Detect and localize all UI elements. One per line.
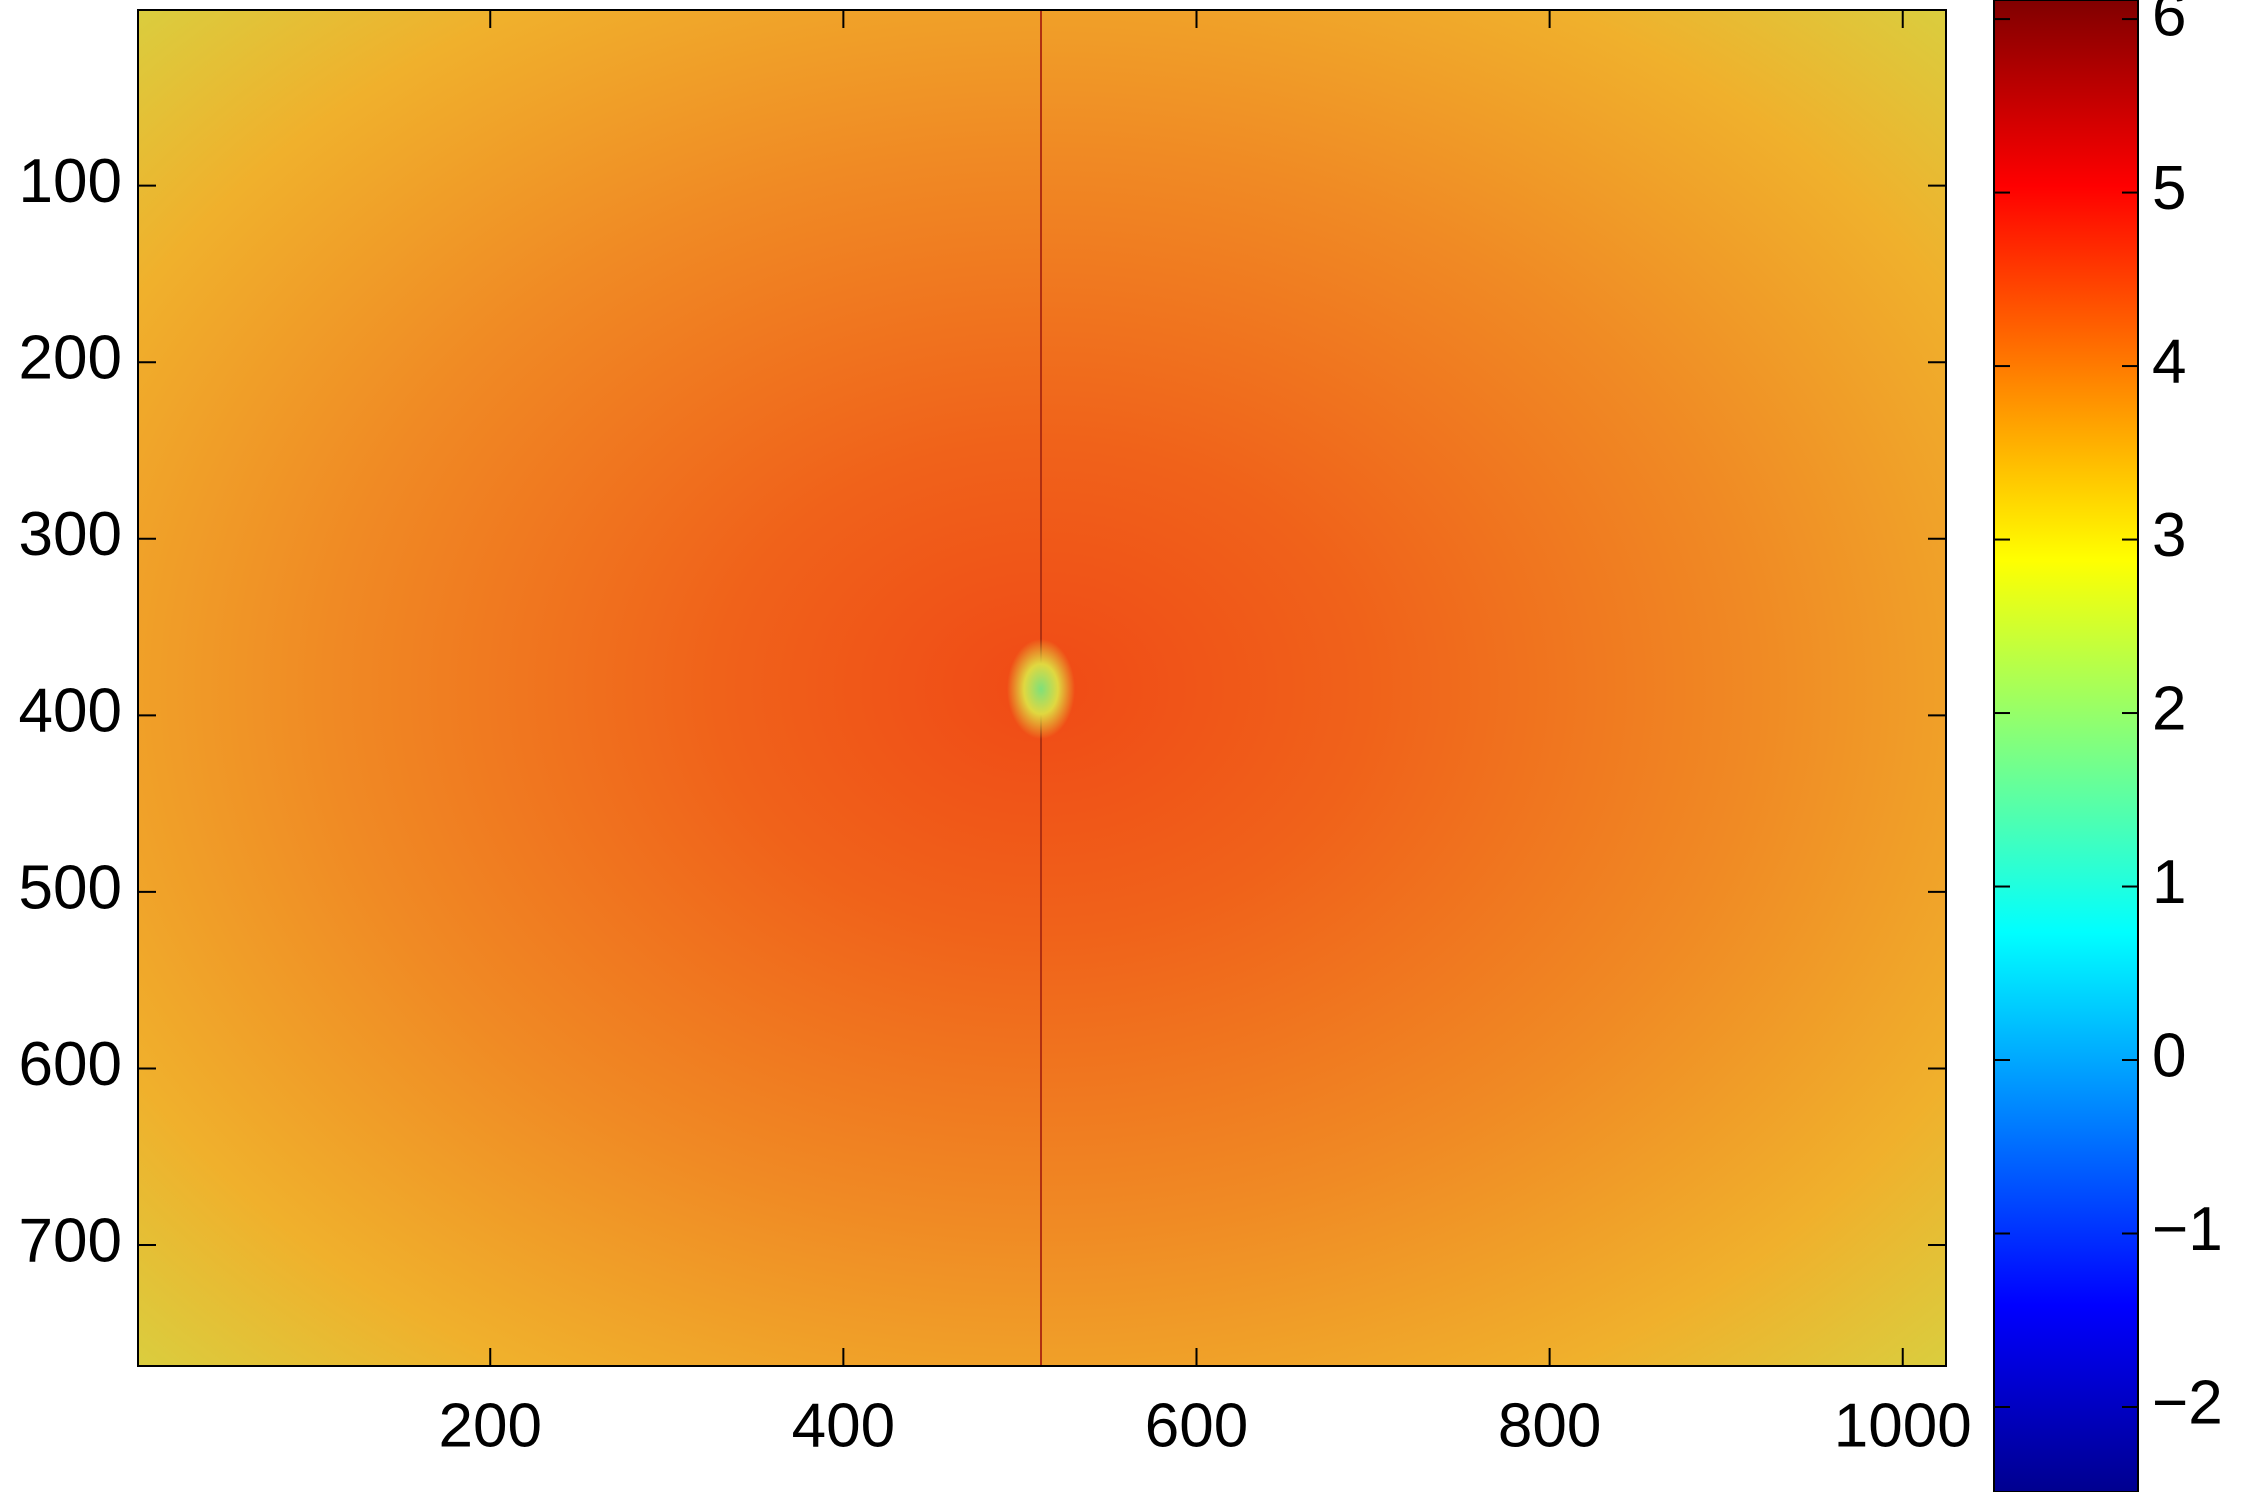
y-tick-label: 500 [19, 853, 122, 922]
y-tick-label: 600 [19, 1030, 122, 1099]
x-tick-label: 400 [792, 1391, 895, 1460]
colorbar-tick-label: 4 [2152, 327, 2186, 396]
colorbar [1994, 0, 2138, 1492]
center-spot [1007, 639, 1075, 739]
colorbar-tick-label: 5 [2152, 154, 2186, 223]
y-tick-label: 200 [19, 324, 122, 393]
colorbar-tick-label: 0 [2152, 1021, 2186, 1090]
x-tick-label: 600 [1145, 1391, 1248, 1460]
y-tick-label: 400 [19, 677, 122, 746]
heatmap-image [138, 10, 1946, 1366]
colorbar-tick-label: 2 [2152, 674, 2186, 743]
plot-frame [137, 9, 1947, 1367]
colorbar-tick-label: 1 [2152, 848, 2186, 917]
x-tick-label: 200 [439, 1391, 542, 1460]
y-tick-label: 300 [19, 500, 122, 569]
y-tick-label: 100 [19, 147, 122, 216]
y-tick-label: 700 [19, 1206, 122, 1275]
colorbar-tick-label: −1 [2152, 1195, 2223, 1264]
x-tick-label: 1000 [1834, 1391, 1972, 1460]
colorbar-tick-label: −2 [2152, 1368, 2223, 1437]
colorbar-frame [1993, 0, 2139, 1492]
colorbar-tick-label: 6 [2152, 0, 2186, 49]
x-tick-label: 800 [1498, 1391, 1601, 1460]
colorbar-tick-label: 3 [2152, 501, 2186, 570]
